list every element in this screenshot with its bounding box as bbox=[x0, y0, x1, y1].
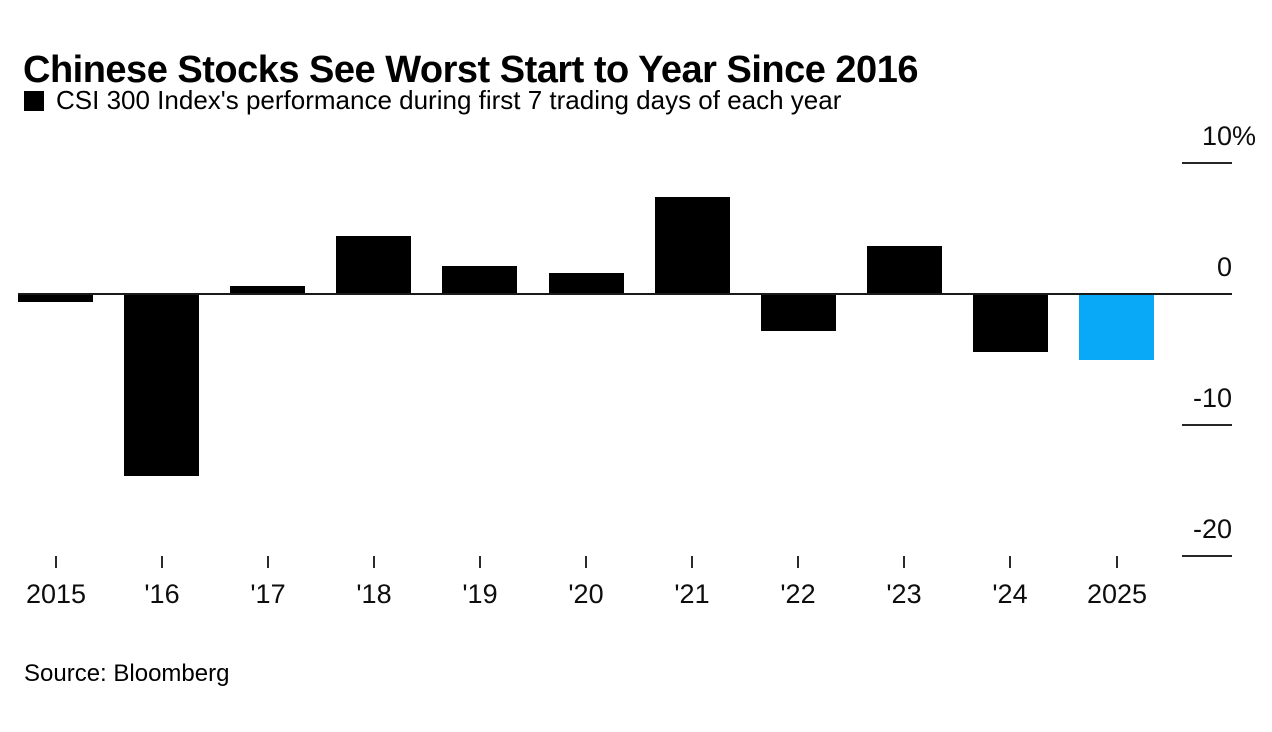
chart-legend: CSI 300 Index's performance during first… bbox=[24, 85, 842, 115]
x-tick-label-2015: 2015 bbox=[25, 579, 87, 609]
bar-19 bbox=[442, 266, 517, 294]
bar-18 bbox=[336, 236, 411, 294]
bar-21 bbox=[655, 197, 730, 294]
x-tick-label-19: '19 bbox=[462, 579, 498, 609]
bar-24 bbox=[973, 294, 1048, 352]
y-tick-dash-10 bbox=[1182, 424, 1232, 426]
x-tick-18 bbox=[373, 556, 375, 568]
x-tick-label-22: '22 bbox=[780, 579, 816, 609]
x-tick-20 bbox=[585, 556, 587, 568]
x-tick-label-20: '20 bbox=[568, 579, 604, 609]
x-tick-16 bbox=[161, 556, 163, 568]
source-attribution: Source: Bloomberg bbox=[24, 660, 230, 687]
y-tick-label-0: 0 bbox=[1216, 252, 1232, 282]
x-tick-label-23: '23 bbox=[886, 579, 922, 609]
bar-2015 bbox=[18, 294, 93, 302]
x-tick-22 bbox=[797, 556, 799, 568]
x-tick-21 bbox=[691, 556, 693, 568]
x-tick-17 bbox=[267, 556, 269, 568]
bar-2025 bbox=[1079, 294, 1154, 360]
bar-22 bbox=[761, 294, 836, 331]
bar-16 bbox=[124, 294, 199, 476]
x-tick-24 bbox=[1009, 556, 1011, 568]
y-tick-label-10: 10% bbox=[1201, 121, 1257, 151]
percent-sign: % bbox=[1232, 121, 1257, 151]
y-tick-dash-20 bbox=[1182, 555, 1232, 557]
x-tick-label-17: '17 bbox=[250, 579, 286, 609]
legend-label: CSI 300 Index's performance during first… bbox=[56, 85, 842, 115]
y-tick-label-10: -10 bbox=[1192, 383, 1232, 413]
x-tick-19 bbox=[479, 556, 481, 568]
x-tick-label-2025: 2025 bbox=[1086, 579, 1148, 609]
zero-baseline bbox=[18, 293, 1232, 295]
x-tick-label-21: '21 bbox=[674, 579, 710, 609]
x-tick-label-18: '18 bbox=[356, 579, 392, 609]
bar-23 bbox=[867, 246, 942, 294]
x-tick-label-16: '16 bbox=[144, 579, 180, 609]
y-tick-label-20: -20 bbox=[1192, 514, 1232, 544]
x-tick-2015 bbox=[55, 556, 57, 568]
chart-title: Chinese Stocks See Worst Start to Year S… bbox=[23, 49, 918, 92]
x-tick-23 bbox=[903, 556, 905, 568]
x-tick-label-24: '24 bbox=[992, 579, 1028, 609]
bar-17 bbox=[230, 286, 305, 294]
y-tick-dash-10 bbox=[1182, 162, 1232, 164]
bar-20 bbox=[549, 273, 624, 294]
x-tick-2025 bbox=[1116, 556, 1118, 568]
legend-square-icon bbox=[24, 91, 44, 111]
